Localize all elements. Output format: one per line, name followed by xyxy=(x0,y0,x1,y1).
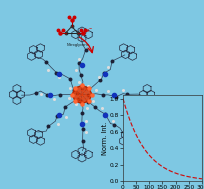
Point xyxy=(72,89,75,92)
Point xyxy=(45,93,48,96)
Point xyxy=(84,48,87,51)
Point xyxy=(54,71,58,74)
Text: Nitroglycerin: Nitroglycerin xyxy=(66,43,89,47)
Point xyxy=(80,86,83,89)
Point xyxy=(79,74,82,77)
Point xyxy=(75,92,78,95)
Point xyxy=(102,72,105,75)
Point xyxy=(112,123,115,126)
Point xyxy=(79,100,82,103)
Point xyxy=(86,100,89,103)
Point xyxy=(103,113,106,116)
Point xyxy=(77,62,80,65)
Point xyxy=(98,79,101,82)
Point xyxy=(45,61,48,64)
Point xyxy=(80,112,83,115)
Point xyxy=(76,97,79,100)
Text: e$^{-}$: e$^{-}$ xyxy=(85,27,93,35)
Polygon shape xyxy=(72,85,91,104)
Point xyxy=(58,93,61,96)
Point xyxy=(47,125,50,128)
Y-axis label: Norm. Int.: Norm. Int. xyxy=(101,121,107,155)
Point xyxy=(55,115,58,118)
Point xyxy=(68,77,72,81)
Point xyxy=(93,105,96,108)
Point xyxy=(81,127,84,130)
Point xyxy=(63,105,67,108)
Point xyxy=(110,60,113,63)
Point xyxy=(101,93,104,96)
Point xyxy=(85,87,88,90)
Point xyxy=(34,92,38,95)
Point xyxy=(125,93,128,96)
Point xyxy=(114,95,117,98)
Point xyxy=(81,139,84,142)
Point xyxy=(86,93,89,96)
